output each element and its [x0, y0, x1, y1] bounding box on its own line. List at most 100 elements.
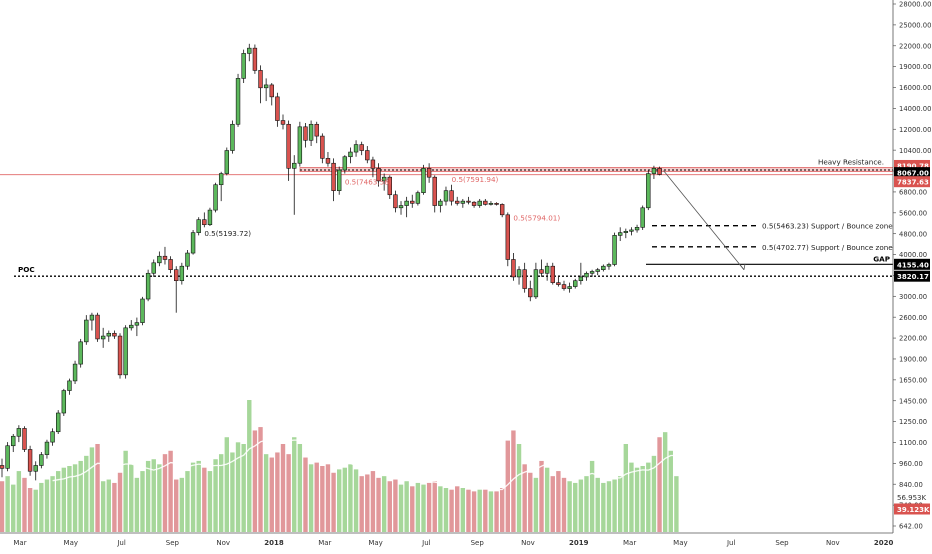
volume-bar [601, 482, 606, 532]
candle [466, 196, 471, 205]
candle-body [533, 269, 539, 298]
candle [84, 315, 89, 345]
candle-body [488, 203, 494, 205]
candle [578, 262, 584, 285]
candle [601, 264, 606, 272]
x-tick-label: Sep [775, 539, 789, 547]
volume-bar [27, 488, 33, 532]
candle [61, 388, 67, 416]
candle [370, 156, 376, 178]
candle [106, 330, 111, 342]
candle [151, 259, 156, 277]
candle-body [567, 286, 572, 289]
candle [55, 410, 61, 434]
volume-bar [0, 481, 5, 532]
price-label-text: 8190.78 [897, 162, 929, 170]
volume-bar [573, 482, 578, 532]
volume-bar [213, 459, 218, 532]
projection-arrowhead [739, 263, 746, 270]
candle-body [432, 176, 437, 206]
volume-bar [567, 481, 572, 532]
candle-body [410, 200, 415, 204]
fib-annotation: 0.5(7591.94) [452, 175, 499, 184]
x-tick-label: Nov [216, 539, 230, 547]
candle-body [252, 47, 258, 71]
candle-body [353, 144, 359, 153]
candle-body [612, 235, 617, 265]
candle [5, 442, 10, 472]
candle-body [55, 412, 61, 433]
volume-bar [623, 444, 629, 532]
candle [657, 166, 662, 176]
y-tick-label: 25000.00 [899, 21, 931, 29]
volume-bar [348, 464, 353, 532]
volume-bar [556, 471, 561, 532]
candle-body [511, 259, 516, 278]
candle-body [106, 332, 111, 337]
candle-body [202, 219, 207, 226]
volume-bar [140, 471, 145, 532]
candle [499, 203, 505, 218]
volume-bar [398, 484, 404, 532]
x-tick-label: Jul [116, 539, 126, 547]
y-tick-label: 16000.00 [899, 84, 931, 92]
candle-body [157, 255, 162, 264]
x-tick-label: 2020 [874, 539, 894, 547]
candle [213, 182, 218, 213]
candle [320, 133, 325, 164]
candle [325, 152, 331, 167]
candle-body [477, 200, 482, 206]
candle-body [303, 126, 308, 141]
volume-bar [320, 466, 325, 532]
candle [22, 426, 27, 453]
candle-body [544, 265, 550, 274]
y-tick-label: 642.00 [899, 523, 923, 531]
volume-bar [381, 476, 387, 532]
candle [33, 461, 38, 481]
x-tick-label: Nov [521, 539, 535, 547]
volume-bar [235, 442, 241, 532]
candle-body [556, 282, 561, 285]
candle-body [629, 229, 634, 232]
x-tick-label: May [673, 539, 687, 547]
candle [528, 280, 533, 302]
volume-bar [533, 477, 539, 532]
volume-bar [522, 464, 527, 532]
candle-body [460, 200, 466, 204]
candle-body [308, 123, 314, 141]
candle [634, 224, 640, 233]
candle [387, 175, 392, 199]
candle [112, 330, 117, 339]
x-tick-label: Sep [166, 539, 180, 547]
volume-bar [123, 450, 128, 532]
volume-bar [117, 472, 123, 532]
y-tick-label: 14000.00 [899, 105, 931, 113]
time-axis[interactable]: Mar May Jul Sep Nov 2018 Mar May Jul Sep Nov 2019 Ma… [0, 532, 894, 547]
volume-bar [263, 454, 269, 532]
candle-body [174, 269, 179, 282]
candle [50, 428, 55, 446]
candle [292, 155, 297, 215]
candle-body [606, 264, 612, 267]
volume-bar [247, 400, 252, 532]
candle-body [573, 280, 578, 287]
candle [584, 271, 589, 281]
price-axis[interactable]: 28000.00 25000.00 22000.00 19000.00 16000.00… [892, 0, 932, 550]
volume-bar [511, 430, 516, 532]
candle [640, 205, 645, 230]
volume-bar [370, 471, 376, 532]
candle-body [258, 70, 263, 89]
volume-bar [61, 467, 67, 532]
volume-bar [269, 457, 274, 532]
candle-body [426, 168, 432, 178]
candle-body [134, 322, 140, 326]
candle-body [499, 204, 505, 216]
candle [488, 201, 494, 206]
x-tick-label: Sep [471, 539, 485, 547]
candle-body [61, 390, 67, 414]
candle-body [168, 259, 173, 270]
price-candles [0, 43, 662, 481]
candle-body [634, 227, 640, 231]
